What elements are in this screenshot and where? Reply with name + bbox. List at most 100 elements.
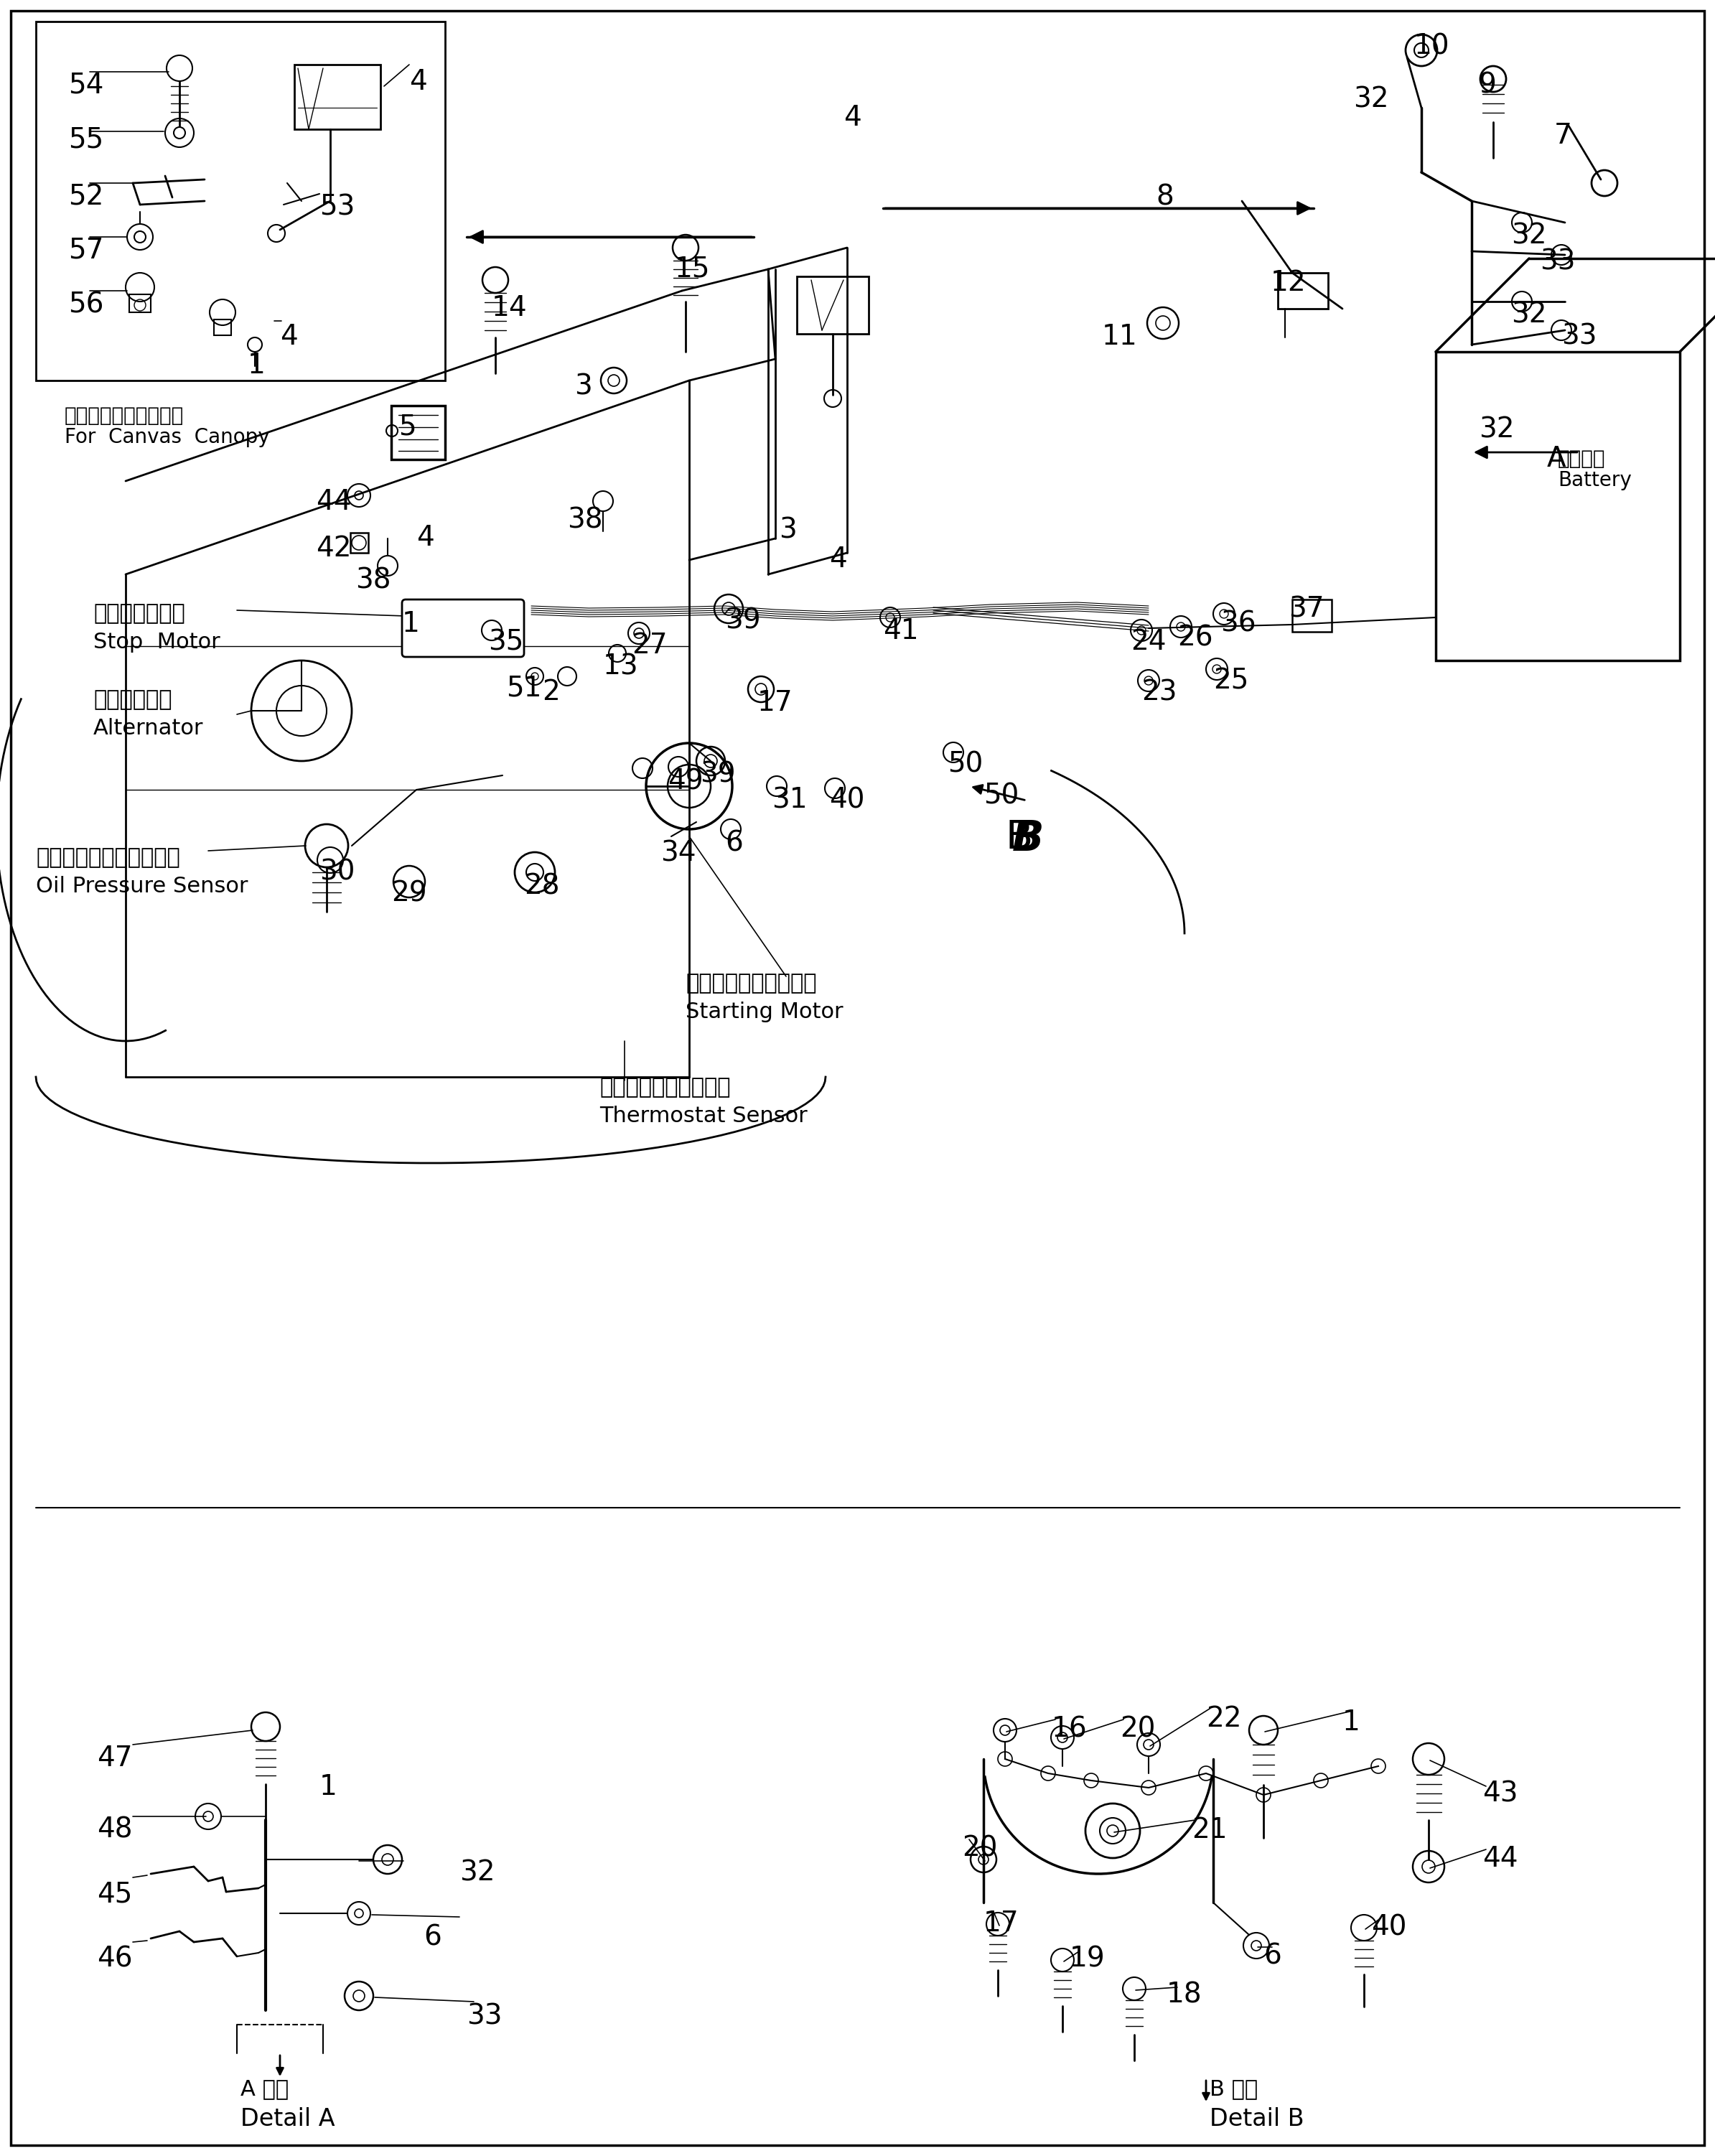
Bar [1291, 599, 1331, 632]
Text: 40: 40 [1370, 1912, 1406, 1940]
Text: 17: 17 [983, 1910, 1019, 1936]
Text: 55: 55 [69, 125, 103, 153]
Text: 33: 33 [1561, 323, 1597, 351]
Text: 1: 1 [247, 351, 266, 379]
Text: Battery: Battery [1557, 470, 1631, 489]
Text: キャンバスキャノビ用: キャンバスキャノビ用 [65, 405, 184, 425]
Text: 11: 11 [1103, 323, 1137, 351]
Text: 18: 18 [1166, 1981, 1202, 2009]
Text: 3: 3 [779, 517, 797, 543]
Text: 34: 34 [660, 841, 696, 867]
Text: 51: 51 [506, 675, 542, 703]
Text: 15: 15 [674, 254, 710, 282]
Text: 37: 37 [1288, 595, 1324, 623]
Text: 48: 48 [98, 1815, 132, 1843]
Text: 4: 4 [828, 545, 847, 573]
Text: 42: 42 [316, 535, 352, 563]
Text: 4: 4 [410, 69, 427, 95]
Text: スターティングモータ: スターティングモータ [686, 972, 816, 994]
Bar [36, 22, 446, 379]
Text: 8: 8 [1156, 183, 1173, 211]
Text: 31: 31 [772, 787, 808, 813]
Text: 28: 28 [525, 873, 559, 899]
Bar [797, 276, 868, 334]
Text: バッテリ: バッテリ [1557, 448, 1605, 468]
Text: 39: 39 [700, 761, 736, 789]
Text: 20: 20 [1120, 1716, 1156, 1744]
Text: 13: 13 [604, 653, 638, 681]
Text: 4: 4 [417, 524, 434, 552]
Text: 21: 21 [1192, 1815, 1228, 1843]
Text: 17: 17 [758, 690, 792, 716]
Text: 53: 53 [319, 194, 355, 222]
Text: サーモスタットセンサ: サーモスタットセンサ [600, 1078, 731, 1097]
Text: B: B [1005, 819, 1032, 858]
FancyBboxPatch shape [401, 599, 525, 658]
Text: 16: 16 [1051, 1716, 1087, 1744]
Text: 32: 32 [1511, 302, 1547, 330]
Text: 2: 2 [542, 679, 559, 705]
Text: 50: 50 [948, 750, 983, 778]
Text: 27: 27 [631, 632, 667, 660]
Text: 32: 32 [460, 1858, 496, 1886]
Text: 41: 41 [883, 617, 919, 645]
Text: 47: 47 [98, 1744, 132, 1772]
Text: 22: 22 [1206, 1705, 1242, 1733]
Text: 1: 1 [1343, 1710, 1360, 1736]
Text: 45: 45 [98, 1880, 132, 1908]
Text: Detail A: Detail A [240, 2106, 334, 2130]
Text: 4: 4 [280, 323, 298, 351]
Text: 33: 33 [1540, 248, 1576, 276]
Text: Starting Motor: Starting Motor [686, 1003, 844, 1022]
Text: 26: 26 [1176, 625, 1213, 651]
Bar [1278, 274, 1327, 308]
Text: A 詳細: A 詳細 [240, 2078, 288, 2100]
Text: Alternator: Alternator [93, 718, 204, 740]
Text: 44: 44 [316, 487, 352, 515]
Text: 1: 1 [319, 1774, 338, 1800]
Text: Detail B: Detail B [1209, 2106, 1303, 2130]
Text: 6: 6 [725, 830, 743, 856]
Text: 23: 23 [1142, 679, 1176, 705]
Bar [391, 405, 446, 459]
Text: 57: 57 [69, 237, 103, 265]
Text: 40: 40 [828, 787, 864, 813]
Text: 12: 12 [1271, 270, 1307, 298]
Text: 29: 29 [391, 880, 427, 908]
Text: 5: 5 [398, 412, 417, 440]
Text: 24: 24 [1130, 627, 1166, 655]
Bar [295, 65, 381, 129]
Text: 39: 39 [725, 606, 761, 634]
Text: 25: 25 [1213, 668, 1249, 694]
Text: For  Canvas  Canopy: For Canvas Canopy [65, 427, 269, 446]
Text: ストップモータ: ストップモータ [93, 604, 185, 623]
Text: 4: 4 [844, 103, 861, 132]
Text: 52: 52 [69, 183, 103, 211]
Text: 14: 14 [492, 295, 528, 321]
Text: 44: 44 [1482, 1846, 1518, 1871]
Bar [350, 533, 369, 552]
Text: 20: 20 [962, 1835, 998, 1861]
Text: 35: 35 [489, 627, 523, 655]
Text: 38: 38 [355, 567, 391, 595]
Text: A: A [1547, 444, 1566, 472]
Text: 10: 10 [1415, 32, 1449, 60]
Text: 6: 6 [424, 1923, 441, 1951]
Text: 32: 32 [1478, 416, 1514, 444]
Text: 6: 6 [1264, 1943, 1281, 1968]
Bar [214, 319, 232, 336]
Text: 7: 7 [1554, 123, 1573, 149]
Text: 19: 19 [1070, 1945, 1106, 1973]
Text: 32: 32 [1353, 86, 1389, 114]
Text: オイルプレッシャセンサ: オイルプレッシャセンサ [36, 847, 180, 869]
Text: 32: 32 [1511, 222, 1547, 250]
Text: 30: 30 [319, 858, 355, 886]
Text: B: B [1012, 819, 1044, 860]
Text: 56: 56 [69, 291, 103, 319]
Text: オルタネータ: オルタネータ [93, 690, 172, 709]
Bar [1435, 351, 1679, 660]
Text: 33: 33 [466, 2003, 502, 2031]
Bar [129, 295, 151, 313]
Text: Thermostat Sensor: Thermostat Sensor [600, 1106, 808, 1125]
Text: 54: 54 [69, 71, 103, 99]
